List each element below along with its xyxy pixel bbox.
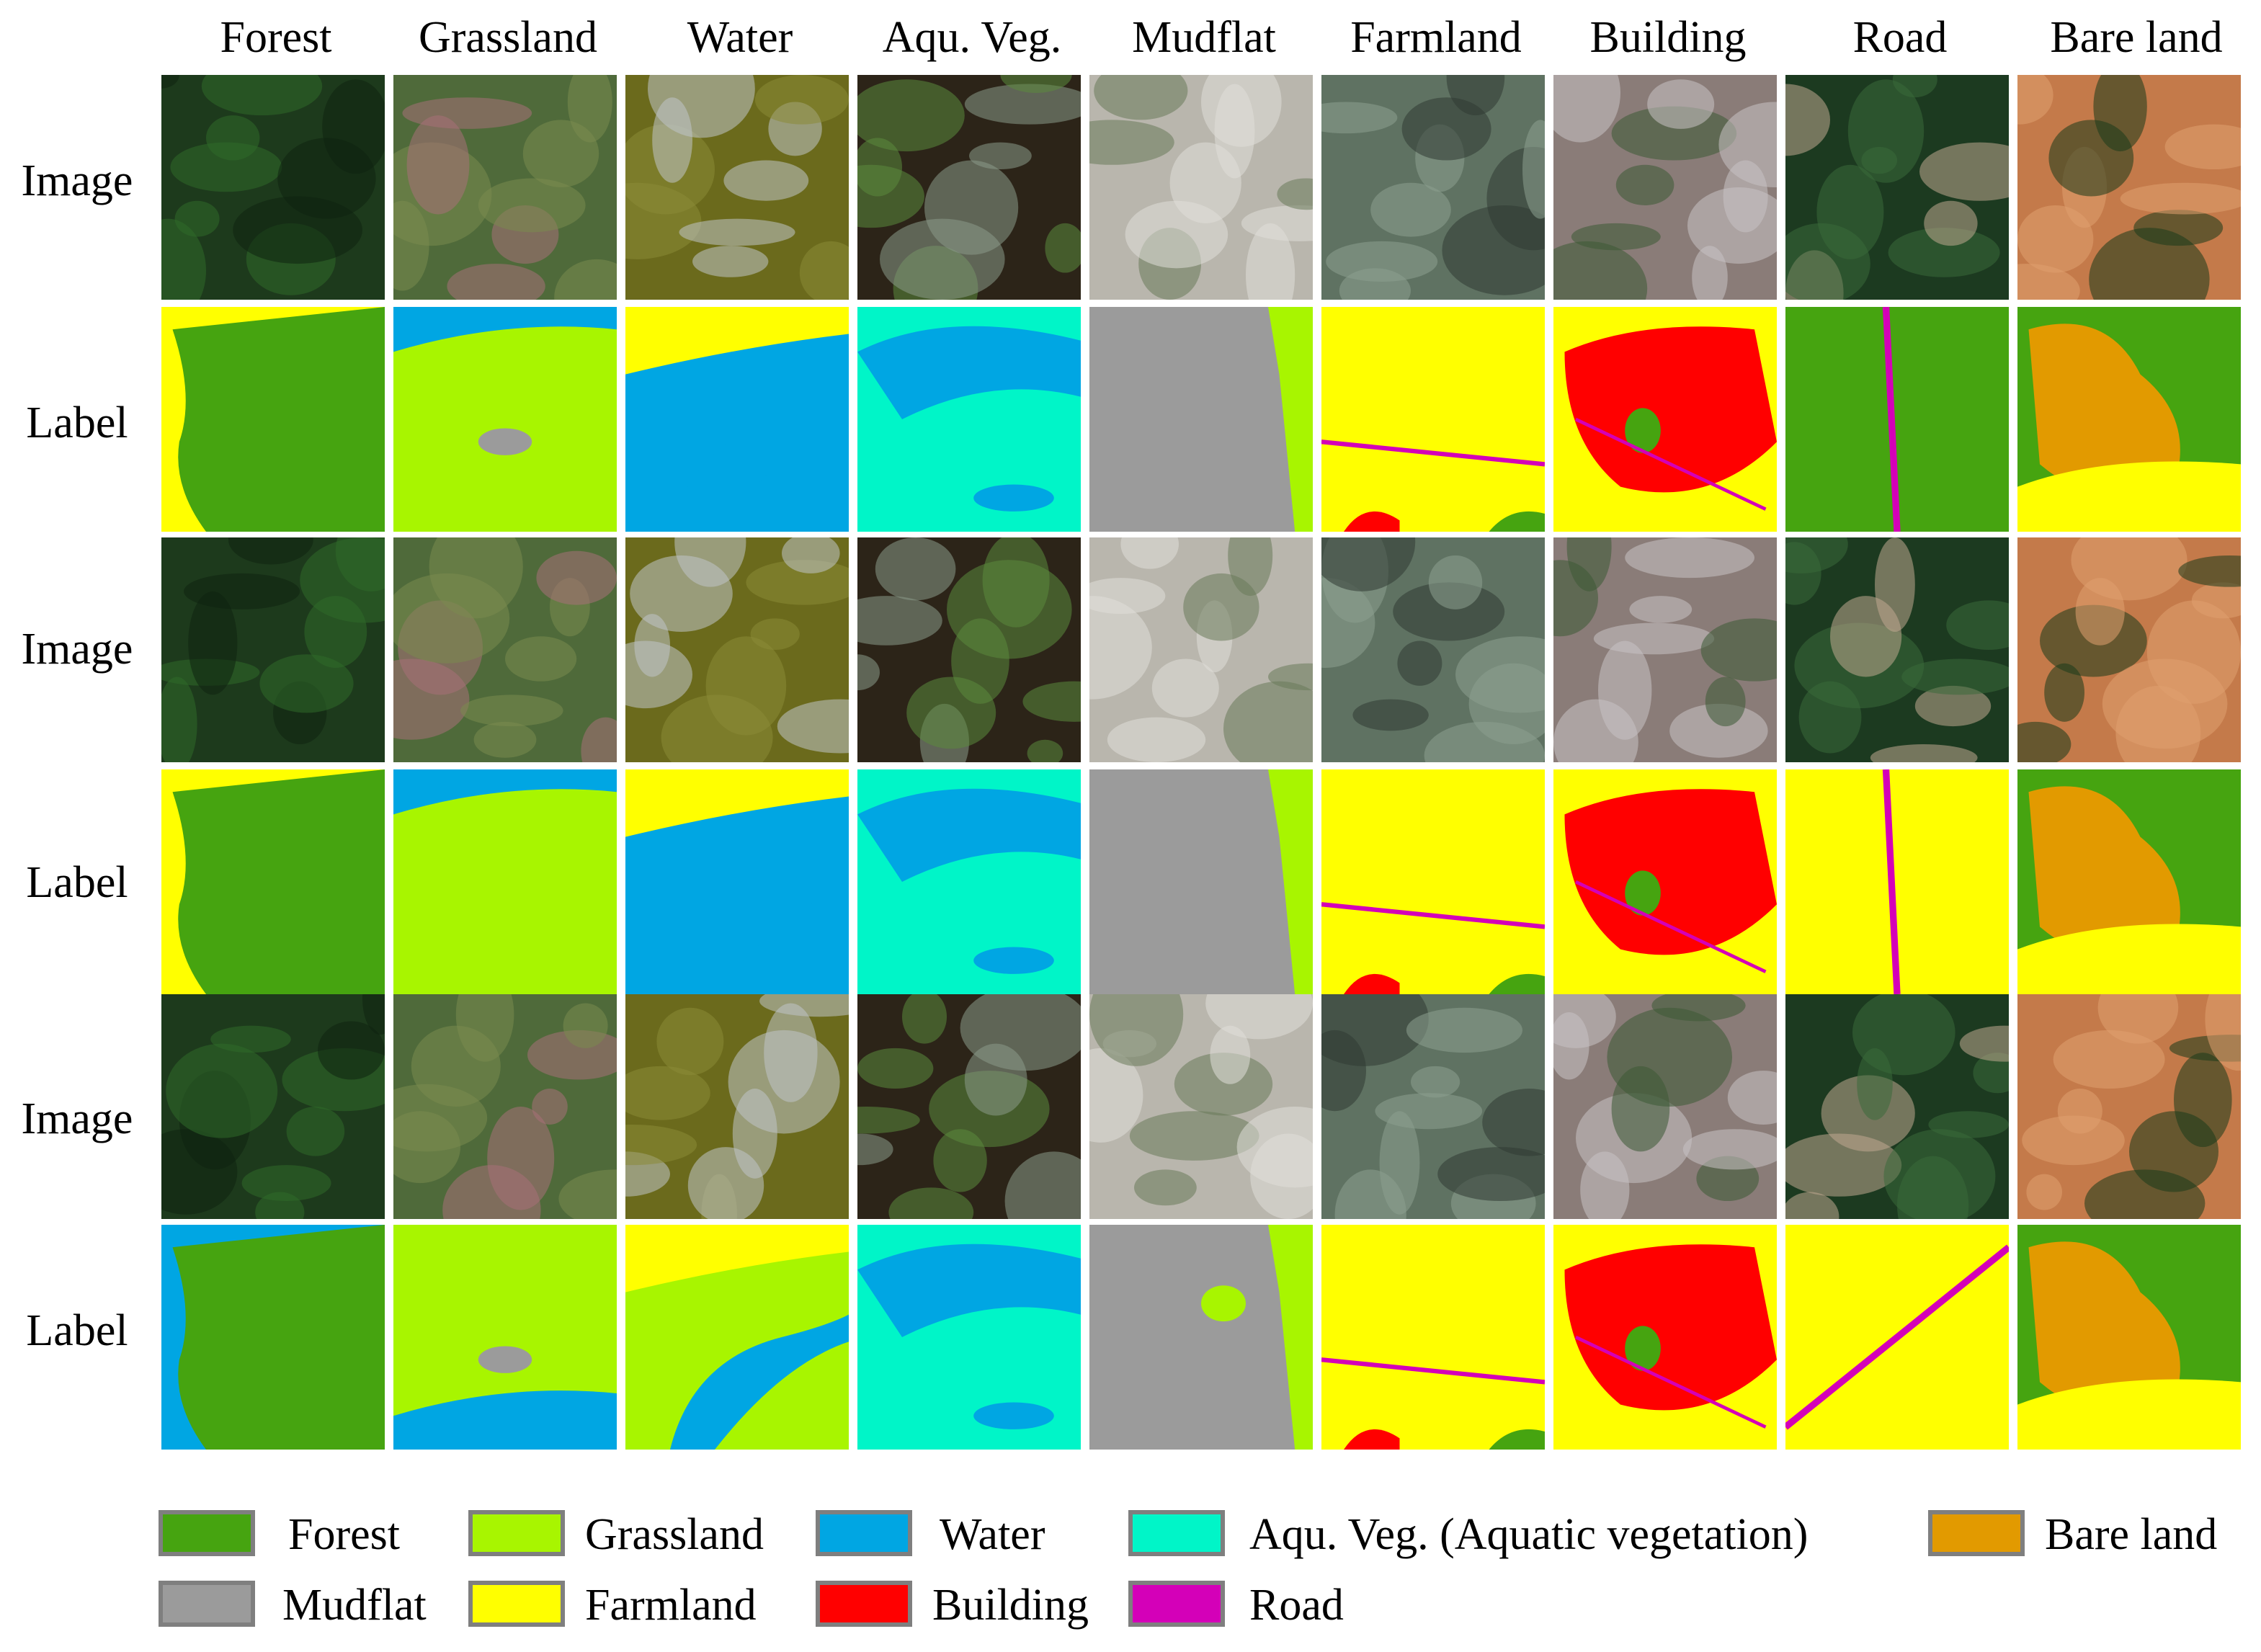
image-tile-building: [1553, 994, 1777, 1219]
image-tile-aquveg: [857, 537, 1081, 762]
legend-swatch-grassland: [468, 1510, 565, 1556]
legend-swatch-farmland: [468, 1581, 565, 1627]
label-tile-farmland: [1321, 769, 1545, 994]
image-tile-farmland: [1321, 537, 1545, 762]
row-label-image: Image: [21, 156, 133, 205]
label-tile-building: [1553, 1225, 1777, 1450]
image-tile-forest: [161, 537, 385, 762]
legend-label-farmland: Farmland: [585, 1581, 757, 1630]
row-label-label: Label: [26, 1306, 128, 1355]
image-tile-forest: [161, 75, 385, 300]
row-label-label: Label: [26, 858, 128, 907]
label-tile-bareland: [2017, 769, 2241, 994]
legend-label-forest: Forest: [288, 1510, 400, 1559]
label-tile-grassland: [393, 307, 617, 532]
column-header-water: Water: [687, 13, 793, 62]
legend-swatch-water: [816, 1510, 912, 1556]
label-tile-water: [625, 769, 849, 994]
label-tile-mudflat: [1089, 1225, 1313, 1450]
label-tile-road: [1785, 1225, 2009, 1450]
column-header-bareland: Bare land: [2050, 13, 2223, 62]
label-tile-road: [1785, 769, 2009, 994]
row-label-image: Image: [21, 1094, 133, 1143]
column-header-mudflat: Mudflat: [1132, 13, 1276, 62]
legend-label-grassland: Grassland: [585, 1510, 764, 1559]
image-tile-mudflat: [1089, 75, 1313, 300]
legend-swatch-mudflat: [159, 1581, 255, 1627]
image-tile-road: [1785, 994, 2009, 1219]
legend-label-mudflat: Mudflat: [282, 1581, 427, 1630]
label-tile-aquveg: [857, 307, 1081, 532]
column-header-grassland: Grassland: [419, 13, 597, 62]
label-tile-bareland: [2017, 307, 2241, 532]
legend-swatch-forest: [159, 1510, 255, 1556]
label-tile-road: [1785, 307, 2009, 532]
image-tile-water: [625, 537, 849, 762]
legend-label-road: Road: [1249, 1581, 1344, 1630]
image-tile-farmland: [1321, 994, 1545, 1219]
image-tile-bareland: [2017, 994, 2241, 1219]
image-tile-forest: [161, 994, 385, 1219]
image-tile-bareland: [2017, 537, 2241, 762]
row-label-label: Label: [26, 398, 128, 447]
image-tile-mudflat: [1089, 994, 1313, 1219]
label-tile-grassland: [393, 1225, 617, 1450]
image-tile-aquveg: [857, 75, 1081, 300]
label-tile-building: [1553, 307, 1777, 532]
label-tile-building: [1553, 769, 1777, 994]
legend-swatch-building: [816, 1581, 912, 1627]
legend-label-building: Building: [932, 1581, 1089, 1630]
image-tile-road: [1785, 75, 2009, 300]
image-tile-grassland: [393, 537, 617, 762]
image-tile-grassland: [393, 75, 617, 300]
label-tile-forest: [161, 307, 385, 532]
legend-label-bareland: Bare land: [2045, 1510, 2218, 1559]
label-tile-mudflat: [1089, 769, 1313, 994]
image-tile-road: [1785, 537, 2009, 762]
image-tile-aquveg: [857, 994, 1081, 1219]
column-header-aquveg: Aqu. Veg.: [882, 13, 1062, 62]
image-tile-mudflat: [1089, 537, 1313, 762]
label-tile-mudflat: [1089, 307, 1313, 532]
legend-swatch-road: [1128, 1581, 1225, 1627]
image-tile-water: [625, 75, 849, 300]
label-tile-farmland: [1321, 1225, 1545, 1450]
label-tile-bareland: [2017, 1225, 2241, 1450]
image-tile-water: [625, 994, 849, 1219]
column-header-building: Building: [1589, 13, 1747, 62]
label-tile-water: [625, 1225, 849, 1450]
label-tile-farmland: [1321, 307, 1545, 532]
column-header-farmland: Farmland: [1350, 13, 1522, 62]
image-tile-bareland: [2017, 75, 2241, 300]
legend-swatch-bareland: [1928, 1510, 2025, 1556]
legend-swatch-aquveg: [1128, 1510, 1225, 1556]
label-tile-forest: [161, 1225, 385, 1450]
column-header-forest: Forest: [220, 13, 332, 62]
image-tile-building: [1553, 537, 1777, 762]
label-tile-grassland: [393, 769, 617, 994]
label-tile-aquveg: [857, 1225, 1081, 1450]
image-tile-building: [1553, 75, 1777, 300]
label-tile-aquveg: [857, 769, 1081, 994]
row-label-image: Image: [21, 625, 133, 674]
label-tile-water: [625, 307, 849, 532]
legend-label-water: Water: [940, 1510, 1045, 1559]
image-tile-farmland: [1321, 75, 1545, 300]
column-header-road: Road: [1852, 13, 1948, 62]
legend-label-aquveg: Aqu. Veg. (Aquatic vegetation): [1249, 1510, 1809, 1559]
image-tile-grassland: [393, 994, 617, 1219]
label-tile-forest: [161, 769, 385, 994]
